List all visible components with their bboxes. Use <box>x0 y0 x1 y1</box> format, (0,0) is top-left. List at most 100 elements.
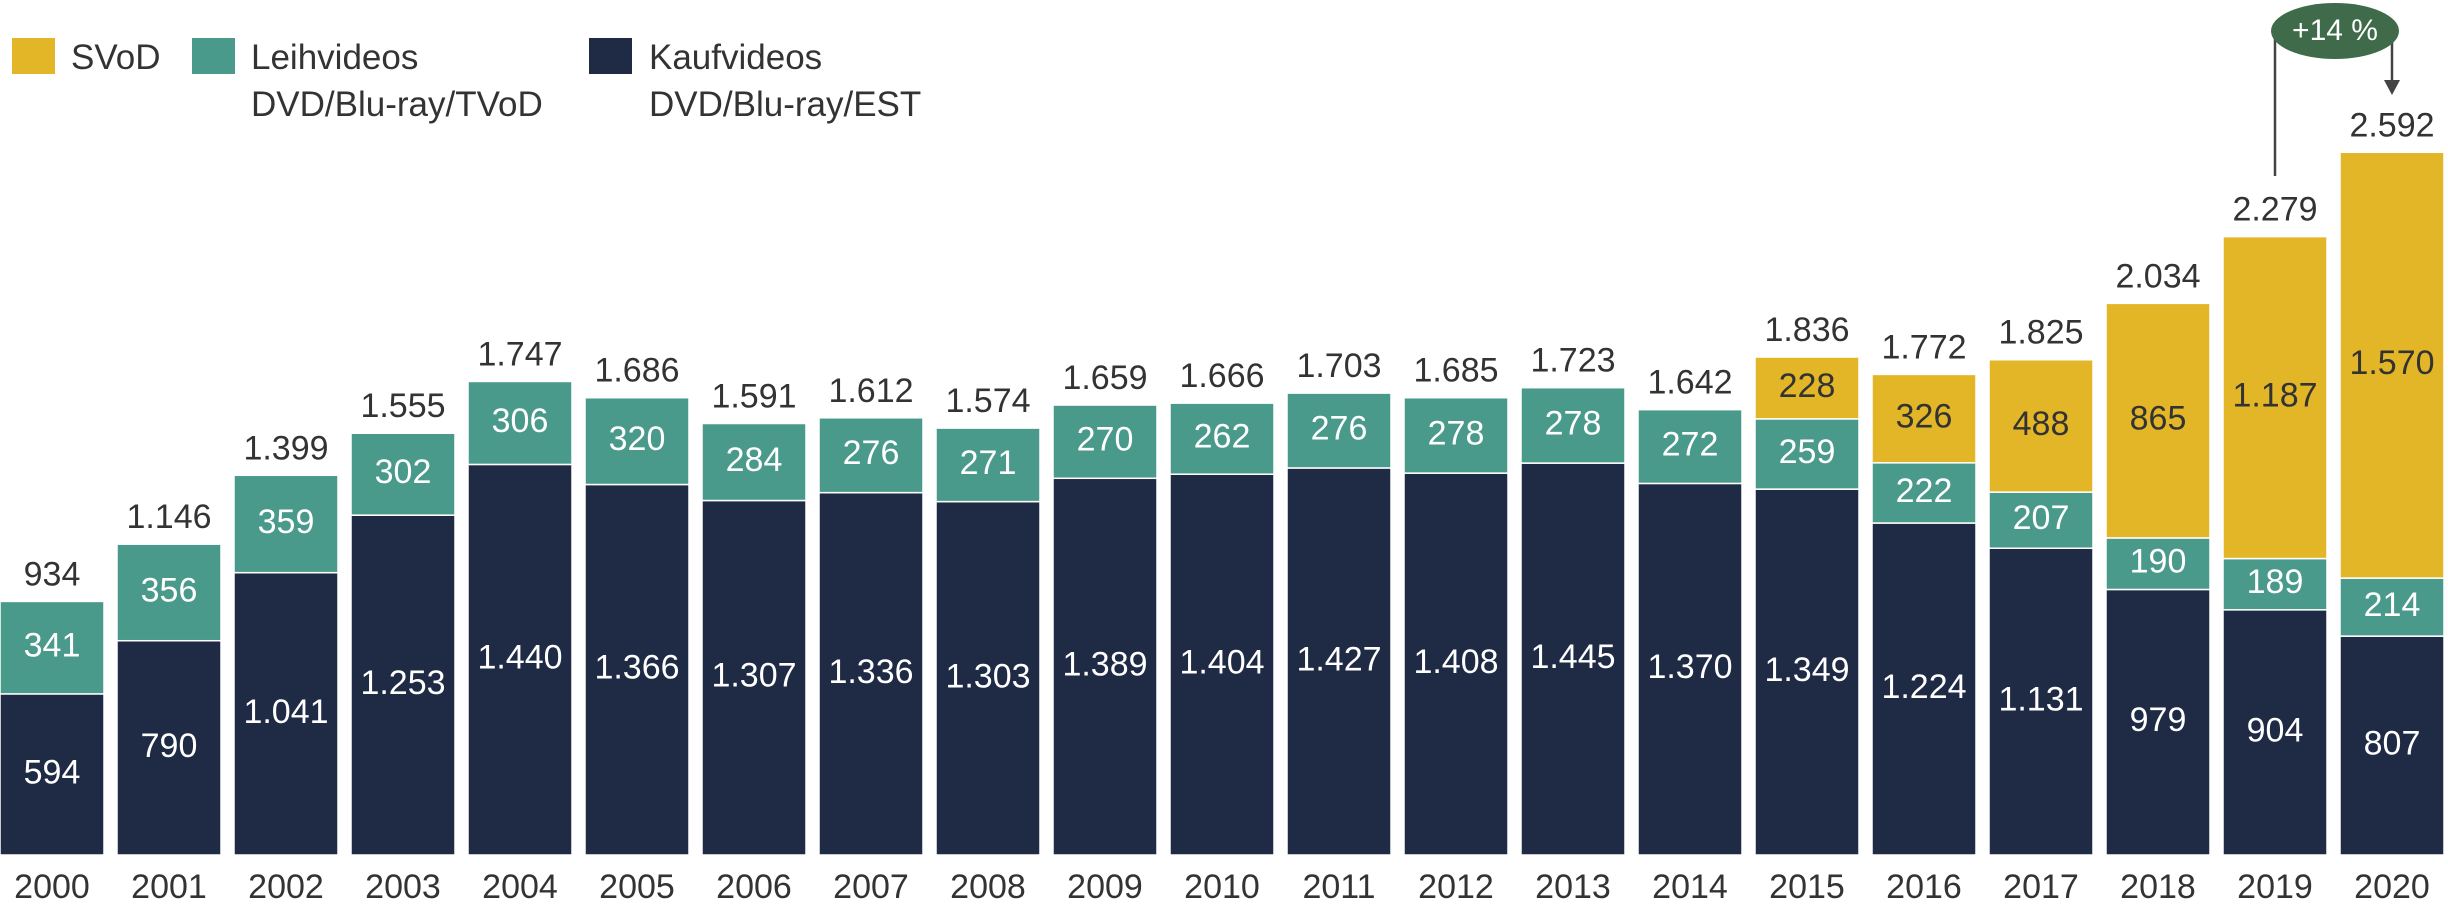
total-label: 1.591 <box>711 377 796 415</box>
x-tick-label: 2008 <box>950 868 1026 906</box>
bar-segment <box>1403 396 1509 474</box>
total-label: 1.686 <box>594 352 679 390</box>
total-label: 1.399 <box>243 429 328 467</box>
value-label-group: 488 <box>2013 405 2070 443</box>
x-tick-label: 2020 <box>2354 868 2430 906</box>
value-label-group: 259 <box>1779 433 1836 471</box>
value-label-group: 222 <box>1896 472 1953 510</box>
bar-segment <box>1988 491 2094 550</box>
value-label: 228 <box>1779 367 1836 405</box>
value-label: 190 <box>2130 543 2187 581</box>
x-tick-label: 2006 <box>716 868 792 906</box>
x-tick-label: 2019 <box>2237 868 2313 906</box>
value-label: 302 <box>375 453 432 491</box>
x-tick-label: 2016 <box>1886 868 1962 906</box>
legend-swatch <box>12 38 55 74</box>
value-label: 284 <box>726 441 783 479</box>
value-label-group: 1.187 <box>2232 377 2317 415</box>
value-label-group: 594 <box>24 753 81 791</box>
total-label: 1.825 <box>1998 314 2083 352</box>
value-label: 1.570 <box>2349 344 2434 382</box>
x-tick-label: 2003 <box>365 868 441 906</box>
value-label: 207 <box>2013 499 2070 537</box>
value-label-group: 326 <box>1896 398 1953 436</box>
legend-label: Kaufvideos DVD/Blu-ray/EST <box>649 38 922 124</box>
value-label: 1.408 <box>1413 643 1498 681</box>
value-label-group: 306 <box>492 402 549 440</box>
bar-segment <box>2105 302 2211 539</box>
total-label: 2.034 <box>2115 257 2200 295</box>
total-label: 1.747 <box>477 335 562 373</box>
value-label: 326 <box>1896 398 1953 436</box>
value-label: 1.307 <box>711 657 796 695</box>
value-label-group: 262 <box>1194 418 1251 456</box>
value-label: 262 <box>1194 418 1251 456</box>
value-label-group: 270 <box>1077 421 1134 459</box>
value-label: 807 <box>2364 725 2421 763</box>
value-label-group: 359 <box>258 503 315 541</box>
bar-segment <box>2105 588 2211 856</box>
bar-segment <box>1403 472 1509 856</box>
value-label-group: 1.570 <box>2349 344 2434 382</box>
bar-segment <box>2339 151 2445 579</box>
value-label: 865 <box>2130 400 2187 438</box>
total-label: 1.555 <box>360 387 445 425</box>
x-tick-label: 2015 <box>1769 868 1845 906</box>
bar-segment <box>701 499 807 856</box>
value-label-group: 272 <box>1662 426 1719 464</box>
annotation-badge <box>2271 3 2399 59</box>
total-label: 1.703 <box>1296 347 1381 385</box>
value-label-group: 207 <box>2013 499 2070 537</box>
value-label: 1.445 <box>1530 638 1615 676</box>
x-tick-label: 2018 <box>2120 868 2196 906</box>
value-label: 214 <box>2364 586 2421 624</box>
bar-segment <box>1754 488 1860 856</box>
value-label-group: 302 <box>375 453 432 491</box>
value-label: 278 <box>1545 404 1602 442</box>
total-label: 934 <box>24 555 81 593</box>
value-label-group: 1.389 <box>1062 646 1147 684</box>
value-label: 276 <box>1311 410 1368 448</box>
value-label: 1.303 <box>945 657 1030 695</box>
bar-segment <box>935 427 1041 503</box>
value-label: 189 <box>2247 563 2304 601</box>
value-label: 1.131 <box>1998 681 2083 719</box>
value-label-group: 904 <box>2247 711 2304 749</box>
total-label: 1.666 <box>1179 357 1264 395</box>
total-label: 1.836 <box>1764 311 1849 349</box>
value-label-group: 276 <box>843 434 900 472</box>
total-label: 2.279 <box>2232 191 2317 229</box>
value-label: 594 <box>24 753 81 791</box>
value-label-group: 1.408 <box>1413 643 1498 681</box>
value-label-group: 1.253 <box>360 664 445 702</box>
bar-segment <box>233 571 339 856</box>
bar-segment <box>1052 404 1158 480</box>
value-label: 278 <box>1428 414 1485 452</box>
value-label-group: 320 <box>609 420 666 458</box>
bar-segment <box>584 396 690 486</box>
legend-swatch <box>589 38 632 74</box>
bar-segment <box>116 639 222 856</box>
value-label: 1.041 <box>243 693 328 731</box>
bar-segment <box>2339 635 2445 856</box>
bar-segment <box>818 491 924 856</box>
legend-label: SVoD <box>71 38 161 77</box>
legend-label: Leihvideos DVD/Blu-ray/TVoD <box>251 38 543 124</box>
value-label: 1.253 <box>360 664 445 702</box>
value-label: 1.370 <box>1647 648 1732 686</box>
total-label: 1.612 <box>828 372 913 410</box>
bar-segment <box>1520 462 1626 856</box>
bar-segment <box>1286 467 1392 856</box>
value-label: 222 <box>1896 472 1953 510</box>
value-label-group: 1.427 <box>1296 640 1381 678</box>
bar-segment <box>1169 473 1275 856</box>
value-label: 488 <box>2013 405 2070 443</box>
bar-segment <box>818 417 924 494</box>
value-label: 341 <box>24 627 81 665</box>
value-label: 1.336 <box>828 653 913 691</box>
bar-segment <box>701 422 807 502</box>
bar-segment <box>1988 547 2094 856</box>
bar-segment <box>935 500 1041 856</box>
value-label-group: 1.349 <box>1764 651 1849 689</box>
bar-segment <box>350 432 456 516</box>
